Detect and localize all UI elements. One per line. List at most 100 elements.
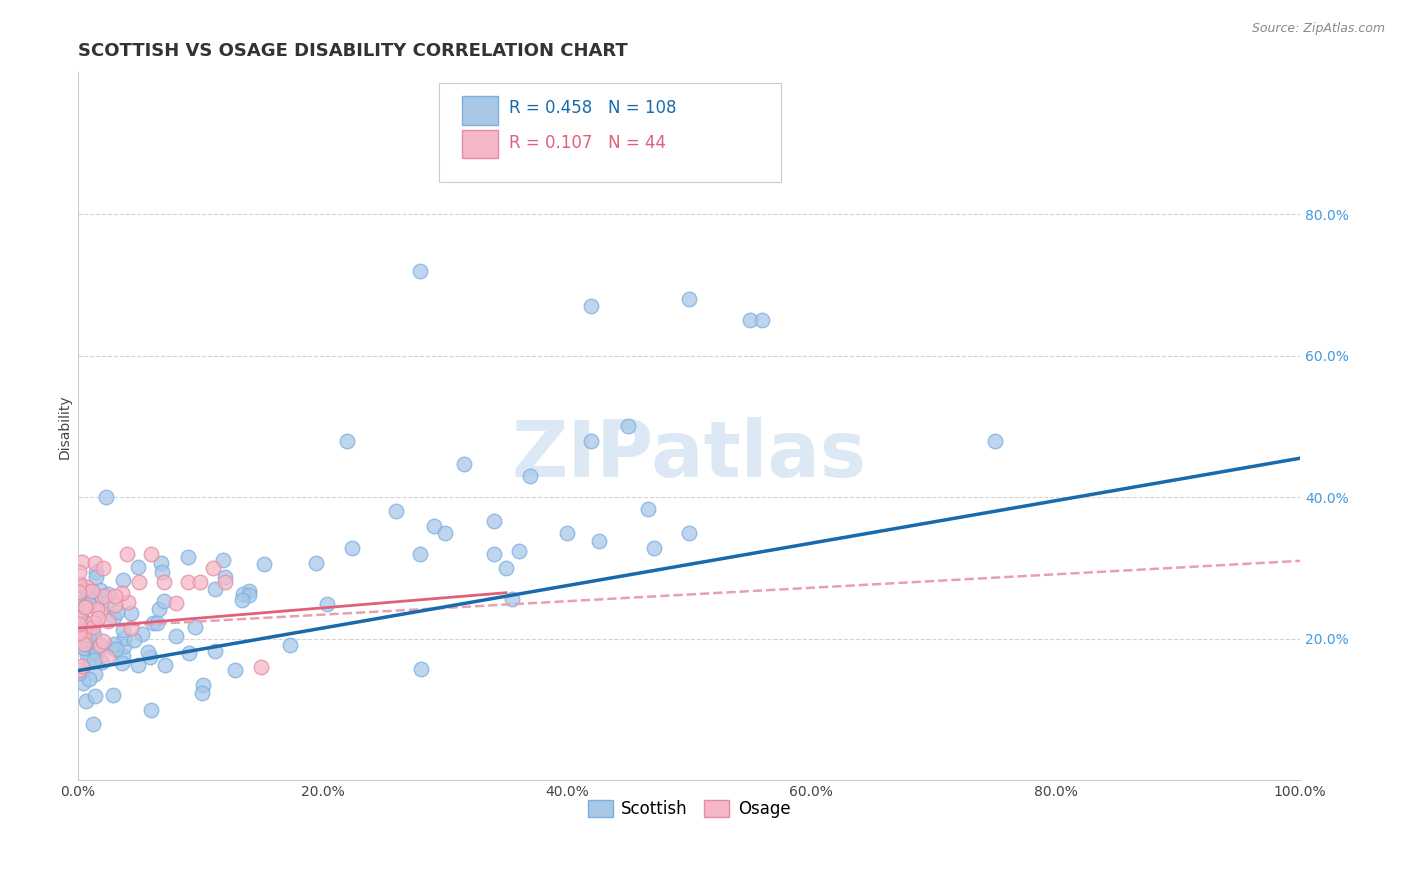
Point bbox=[204, 644, 226, 658]
Point bbox=[73, 637, 96, 651]
Point bbox=[94, 490, 117, 504]
Point bbox=[90, 589, 112, 603]
Point bbox=[148, 602, 170, 616]
Point bbox=[70, 555, 93, 569]
Point bbox=[423, 519, 446, 533]
Point bbox=[385, 504, 408, 518]
Point bbox=[117, 595, 139, 609]
Point bbox=[124, 633, 146, 648]
Point bbox=[91, 561, 114, 575]
Point bbox=[86, 602, 108, 616]
Point bbox=[433, 525, 456, 540]
Point bbox=[519, 469, 541, 483]
Point bbox=[111, 586, 134, 600]
Point bbox=[128, 575, 150, 590]
Point bbox=[75, 694, 97, 708]
Point bbox=[191, 677, 214, 691]
Point bbox=[678, 292, 700, 306]
Point bbox=[127, 657, 149, 672]
Point bbox=[751, 313, 773, 327]
Text: R = 0.107   N = 44: R = 0.107 N = 44 bbox=[509, 134, 666, 153]
Text: SCOTTISH VS OSAGE DISABILITY CORRELATION CHART: SCOTTISH VS OSAGE DISABILITY CORRELATION… bbox=[79, 42, 628, 60]
Point bbox=[67, 664, 90, 678]
Point bbox=[82, 620, 104, 634]
Point bbox=[153, 594, 176, 608]
Point bbox=[232, 587, 254, 601]
Legend: Scottish, Osage: Scottish, Osage bbox=[581, 794, 797, 825]
Point bbox=[73, 600, 96, 615]
Point bbox=[69, 627, 91, 641]
Point bbox=[453, 458, 475, 472]
Point bbox=[224, 664, 246, 678]
Point bbox=[165, 629, 187, 643]
Point bbox=[89, 638, 111, 652]
FancyBboxPatch shape bbox=[461, 129, 499, 158]
Point bbox=[83, 653, 105, 667]
Point bbox=[97, 587, 120, 601]
Text: Source: ZipAtlas.com: Source: ZipAtlas.com bbox=[1251, 22, 1385, 36]
Point bbox=[112, 640, 135, 654]
FancyBboxPatch shape bbox=[439, 83, 780, 182]
Point bbox=[177, 549, 200, 564]
Point bbox=[80, 584, 103, 599]
Point bbox=[72, 633, 94, 648]
Point bbox=[165, 596, 187, 610]
Point bbox=[84, 570, 107, 584]
Point bbox=[73, 599, 96, 614]
Point bbox=[105, 641, 128, 656]
Point bbox=[637, 501, 659, 516]
Point bbox=[409, 662, 432, 676]
Point bbox=[96, 650, 118, 665]
Point bbox=[76, 580, 98, 594]
Point bbox=[120, 607, 142, 621]
Point bbox=[89, 638, 111, 652]
Point bbox=[643, 541, 665, 556]
Point bbox=[214, 575, 236, 590]
Point bbox=[740, 313, 762, 327]
Point bbox=[67, 665, 90, 680]
Point bbox=[152, 575, 174, 590]
Point bbox=[96, 598, 118, 612]
Point bbox=[75, 583, 97, 598]
Point bbox=[70, 609, 93, 624]
Point bbox=[278, 638, 301, 652]
Point bbox=[72, 623, 94, 637]
Point bbox=[89, 582, 111, 597]
Point bbox=[141, 547, 163, 561]
Point bbox=[75, 632, 97, 647]
Point bbox=[67, 584, 90, 599]
Point bbox=[67, 626, 90, 640]
Point bbox=[79, 632, 101, 647]
Text: R = 0.458   N = 108: R = 0.458 N = 108 bbox=[509, 99, 676, 117]
Point bbox=[103, 637, 125, 651]
Point bbox=[184, 620, 207, 634]
Point bbox=[77, 637, 100, 651]
Point bbox=[91, 655, 114, 669]
Point bbox=[84, 689, 107, 703]
Point bbox=[617, 419, 640, 434]
Point bbox=[120, 621, 142, 635]
Point bbox=[204, 582, 226, 596]
Point bbox=[340, 541, 363, 556]
Point bbox=[67, 577, 90, 591]
Point bbox=[482, 514, 505, 528]
Point bbox=[69, 577, 91, 591]
Point bbox=[508, 543, 530, 558]
Point bbox=[142, 615, 165, 630]
Point bbox=[139, 703, 162, 717]
Point bbox=[76, 648, 98, 662]
Point bbox=[188, 575, 211, 590]
Point bbox=[190, 686, 212, 700]
Point bbox=[70, 658, 93, 673]
Point bbox=[103, 688, 125, 702]
Point bbox=[83, 628, 105, 642]
Point bbox=[103, 610, 125, 624]
Point bbox=[82, 615, 104, 629]
Point bbox=[87, 610, 110, 624]
Point bbox=[983, 434, 1005, 448]
Point bbox=[91, 634, 114, 648]
Point bbox=[139, 650, 162, 665]
Point bbox=[214, 570, 236, 584]
Point bbox=[336, 434, 359, 448]
Point bbox=[201, 561, 224, 575]
